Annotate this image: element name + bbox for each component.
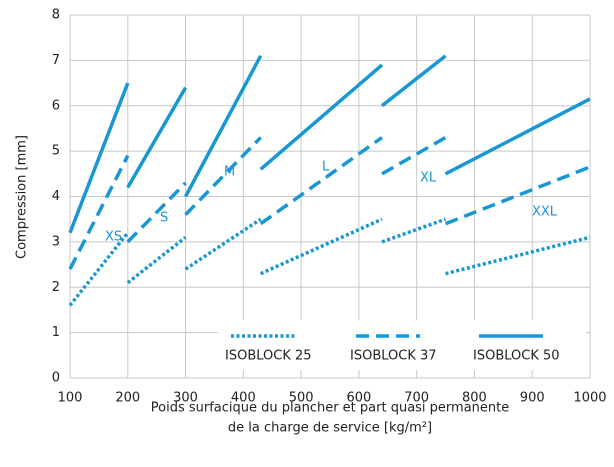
y-tick-label: 6: [52, 98, 60, 113]
x-tick-label: 1000: [573, 391, 606, 406]
x-tick-label: 700: [404, 391, 429, 406]
annotation: S: [160, 211, 168, 226]
x-tick-label: 600: [346, 391, 371, 406]
series-line: [68, 135, 591, 270]
y-tick-label: 8: [52, 8, 60, 23]
y-tick-label: 3: [52, 234, 60, 249]
y-tick-label: 4: [52, 189, 60, 204]
legend-box: [218, 320, 586, 370]
x-tick-label: 400: [231, 391, 256, 406]
y-tick-label: 7: [52, 53, 60, 68]
x-tick-label: 800: [462, 391, 487, 406]
annotation: XL: [420, 171, 437, 186]
x-tick-label: 300: [173, 391, 198, 406]
annotation: M: [224, 165, 235, 180]
legend-label: ISOBLOCK 25: [225, 349, 312, 364]
x-tick-label: 500: [289, 391, 314, 406]
x-axis-title: de la charge de service [kg/m²]: [228, 421, 432, 436]
y-axis-title: Compression [mm]: [15, 135, 30, 259]
x-tick-label: 100: [58, 391, 83, 406]
series-line: [68, 217, 591, 307]
y-tick-label: 0: [52, 371, 60, 386]
x-tick-label: 200: [115, 391, 140, 406]
x-tick-label: 900: [520, 391, 545, 406]
legend-label: ISOBLOCK 37: [350, 349, 437, 364]
legend-label: ISOBLOCK 50: [473, 349, 560, 364]
series-line: [68, 54, 591, 234]
annotation: XS: [105, 230, 122, 245]
annotation: XXL: [532, 205, 558, 220]
annotation: L: [322, 160, 330, 175]
y-tick-label: 1: [52, 325, 60, 340]
y-tick-label: 5: [52, 144, 60, 159]
x-axis-title: Poids surfacique du plancher et part qua…: [151, 401, 510, 416]
y-tick-label: 2: [52, 280, 60, 295]
